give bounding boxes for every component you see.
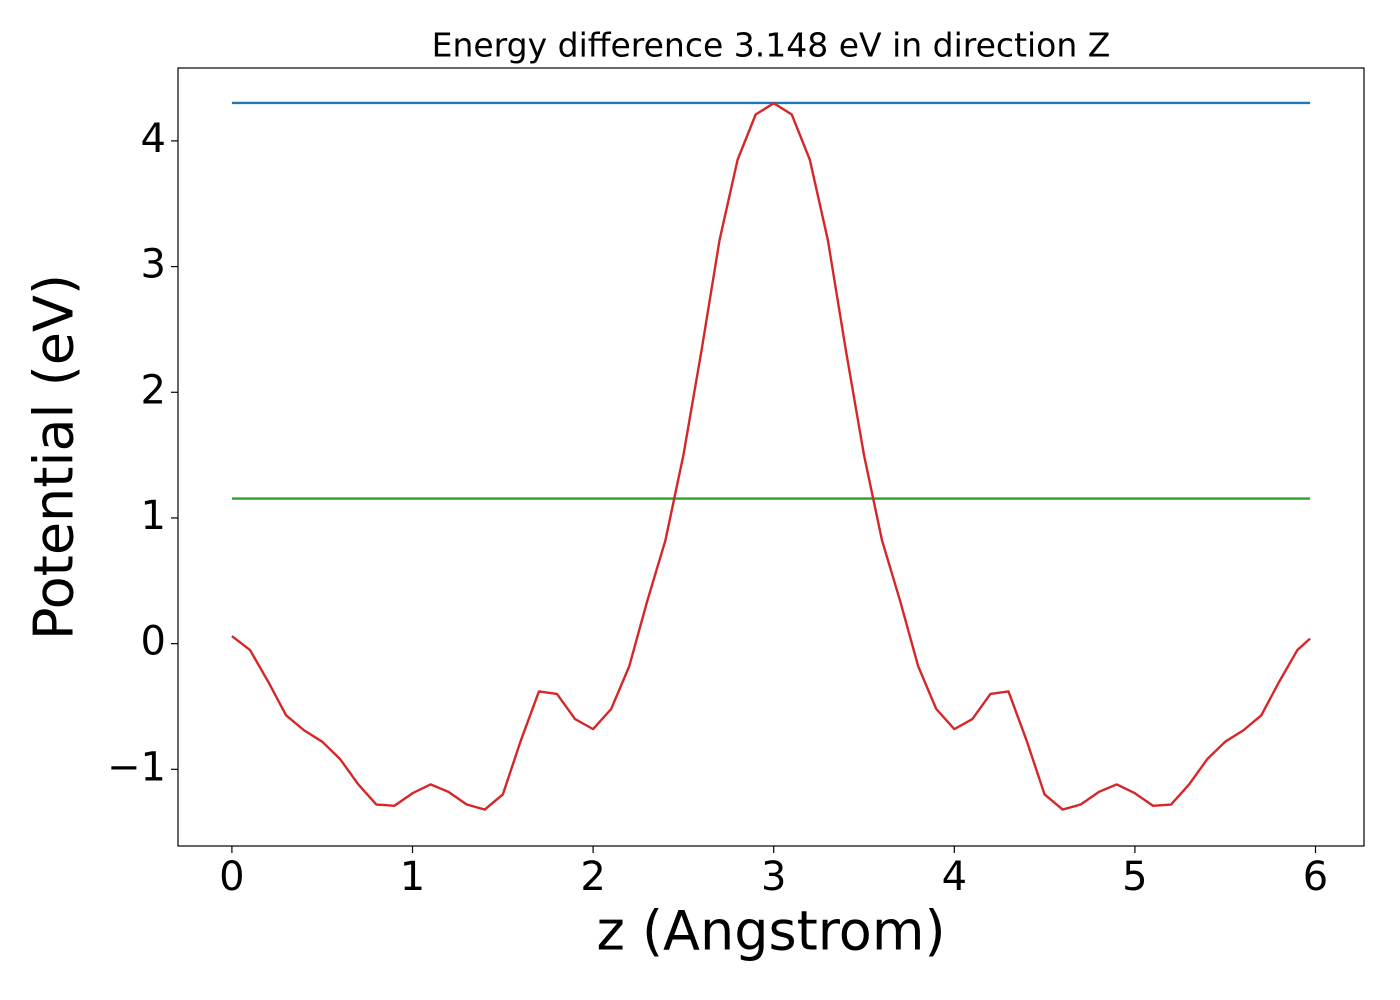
y-tick-label: 4 <box>141 116 166 162</box>
x-tick-label: 2 <box>580 854 605 900</box>
line-series <box>231 101 1311 811</box>
chart-title: Energy difference 3.148 eV in direction … <box>432 26 1111 65</box>
x-tick-label: 0 <box>219 854 244 900</box>
x-axis-label: z (Angstrom) <box>596 900 945 963</box>
y-axis-label: Potential (eV) <box>23 274 86 640</box>
x-tick-label: 5 <box>1122 854 1147 900</box>
x-tick-label: 4 <box>942 854 967 900</box>
y-tick-label: 3 <box>141 242 166 288</box>
y-tick-label: 0 <box>141 619 166 665</box>
y-tick-label: −1 <box>107 744 166 790</box>
x-tick-label: 1 <box>400 854 425 900</box>
x-tick-label: 3 <box>761 854 786 900</box>
y-tick-label: 2 <box>141 367 166 413</box>
plot-frame <box>177 67 1365 847</box>
x-tick-label: 6 <box>1303 854 1328 900</box>
y-tick-label: 1 <box>141 493 166 539</box>
